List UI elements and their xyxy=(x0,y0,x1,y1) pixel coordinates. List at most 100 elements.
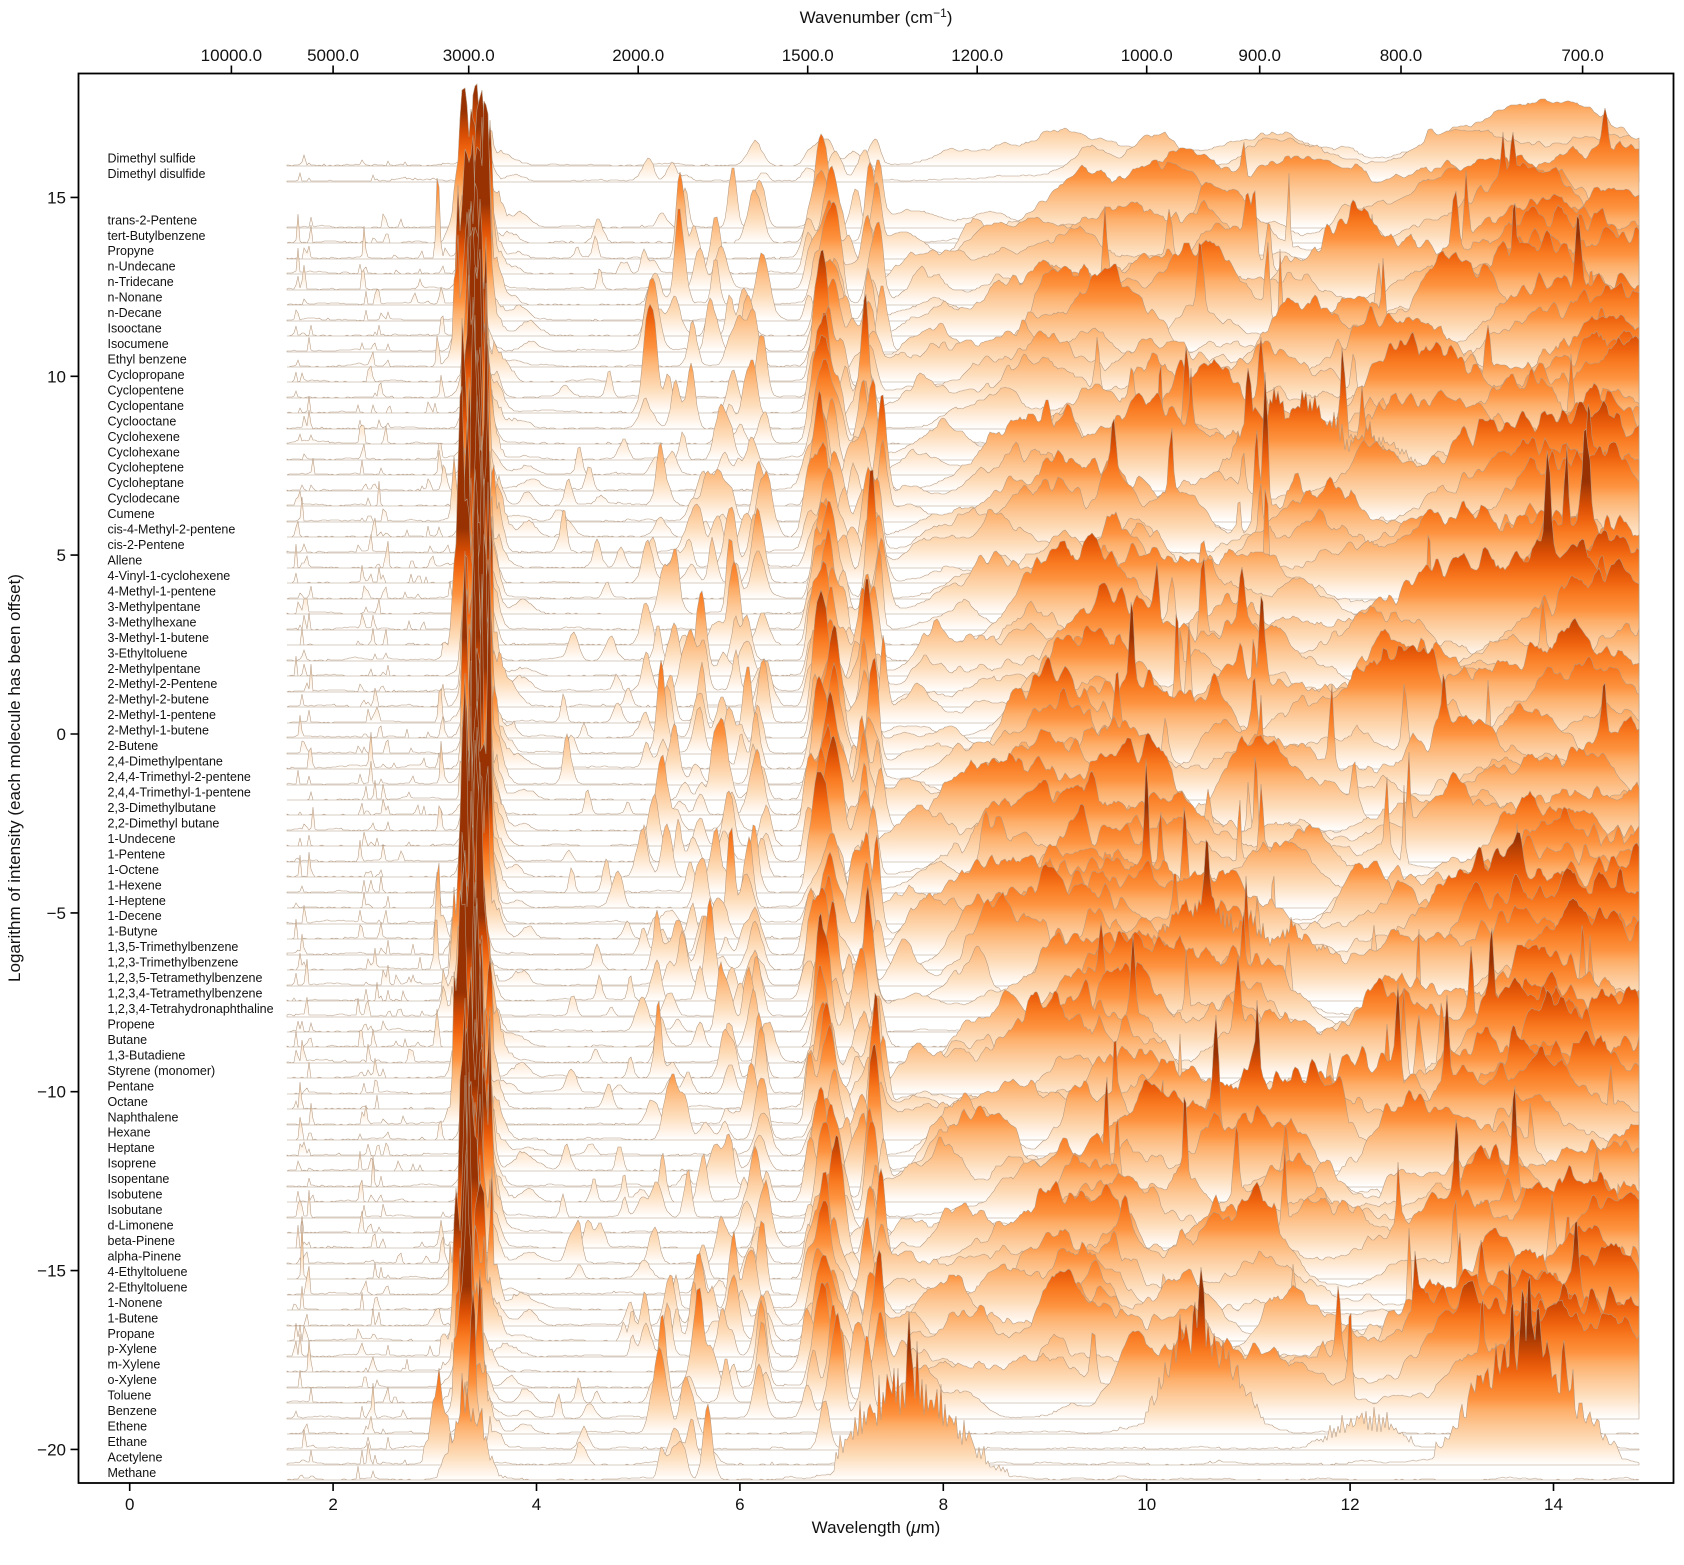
svg-text:−10: −10 xyxy=(37,1083,66,1102)
svg-text:15: 15 xyxy=(47,188,66,207)
svg-text:Cyclopentane: Cyclopentane xyxy=(108,399,184,413)
svg-text:2,3-Dimethylbutane: 2,3-Dimethylbutane xyxy=(108,801,216,815)
svg-text:Propane: Propane xyxy=(108,1327,155,1341)
svg-text:4-Vinyl-1-cyclohexene: 4-Vinyl-1-cyclohexene xyxy=(108,569,231,583)
svg-text:2-Butene: 2-Butene xyxy=(108,739,159,753)
svg-text:1-Butyne: 1-Butyne xyxy=(108,925,158,939)
svg-text:1,3,5-Trimethylbenzene: 1,3,5-Trimethylbenzene xyxy=(108,940,239,954)
svg-text:Benzene: Benzene xyxy=(108,1404,157,1418)
svg-text:2-Methylpentane: 2-Methylpentane xyxy=(108,662,201,676)
svg-text:cis-4-Methyl-2-pentene: cis-4-Methyl-2-pentene xyxy=(108,523,236,537)
svg-text:Naphthalene: Naphthalene xyxy=(108,1110,179,1124)
svg-text:beta-Pinene: beta-Pinene xyxy=(108,1234,175,1248)
svg-text:Styrene (monomer): Styrene (monomer) xyxy=(108,1064,216,1078)
svg-text:Cyclopropane: Cyclopropane xyxy=(108,368,185,382)
svg-text:Isooctane: Isooctane xyxy=(108,322,162,336)
svg-text:0: 0 xyxy=(125,1495,134,1514)
svg-text:−5: −5 xyxy=(47,904,66,923)
svg-text:Ethane: Ethane xyxy=(108,1435,148,1449)
svg-text:8: 8 xyxy=(939,1495,948,1514)
svg-text:Cumene: Cumene xyxy=(108,507,155,521)
svg-text:5000.0: 5000.0 xyxy=(307,46,359,65)
svg-text:2000.0: 2000.0 xyxy=(612,46,664,65)
svg-text:Cyclohexane: Cyclohexane xyxy=(108,445,180,459)
svg-text:5: 5 xyxy=(57,546,66,565)
svg-text:900.0: 900.0 xyxy=(1238,46,1281,65)
svg-text:1-Pentene: 1-Pentene xyxy=(108,847,166,861)
svg-text:Isocumene: Isocumene xyxy=(108,337,169,351)
svg-text:4-Methyl-1-pentene: 4-Methyl-1-pentene xyxy=(108,585,216,599)
svg-text:1000.0: 1000.0 xyxy=(1121,46,1173,65)
svg-text:10: 10 xyxy=(1137,1495,1156,1514)
svg-text:2-Ethyltoluene: 2-Ethyltoluene xyxy=(108,1280,188,1294)
svg-text:p-Xylene: p-Xylene xyxy=(108,1342,157,1356)
svg-text:1200.0: 1200.0 xyxy=(951,46,1003,65)
svg-text:alpha-Pinene: alpha-Pinene xyxy=(108,1250,182,1264)
svg-text:2,4-Dimethylpentane: 2,4-Dimethylpentane xyxy=(108,755,223,769)
svg-text:n-Decane: n-Decane xyxy=(108,306,162,320)
svg-text:Heptane: Heptane xyxy=(108,1141,155,1155)
svg-text:m-Xylene: m-Xylene xyxy=(108,1358,161,1372)
svg-text:Methane: Methane xyxy=(108,1466,157,1480)
svg-text:700.0: 700.0 xyxy=(1561,46,1604,65)
svg-text:2-Methyl-2-butene: 2-Methyl-2-butene xyxy=(108,693,209,707)
svg-text:1-Octene: 1-Octene xyxy=(108,863,159,877)
svg-text:3000.0: 3000.0 xyxy=(443,46,495,65)
svg-text:tert-Butylbenzene: tert-Butylbenzene xyxy=(108,229,206,243)
svg-text:Isobutene: Isobutene xyxy=(108,1188,163,1202)
svg-text:10000.0: 10000.0 xyxy=(201,46,262,65)
svg-text:12: 12 xyxy=(1341,1495,1360,1514)
svg-text:Wavenumber (cm−1): Wavenumber (cm−1) xyxy=(800,6,953,27)
svg-text:−15: −15 xyxy=(37,1262,66,1281)
svg-text:Toluene: Toluene xyxy=(108,1389,152,1403)
svg-text:0: 0 xyxy=(57,725,66,744)
svg-text:n-Nonane: n-Nonane xyxy=(108,291,163,305)
svg-text:1-Undecene: 1-Undecene xyxy=(108,832,176,846)
svg-text:o-Xylene: o-Xylene xyxy=(108,1373,157,1387)
svg-text:800.0: 800.0 xyxy=(1380,46,1423,65)
svg-text:1500.0: 1500.0 xyxy=(782,46,834,65)
svg-text:3-Ethyltoluene: 3-Ethyltoluene xyxy=(108,646,188,660)
svg-text:1,3-Butadiene: 1,3-Butadiene xyxy=(108,1048,186,1062)
svg-text:3-Methyl-1-butene: 3-Methyl-1-butene xyxy=(108,631,209,645)
svg-text:Logarithm of intensity (each m: Logarithm of intensity (each molecule ha… xyxy=(5,574,24,982)
svg-text:2,4,4-Trimethyl-1-pentene: 2,4,4-Trimethyl-1-pentene xyxy=(108,786,251,800)
svg-text:Pentane: Pentane xyxy=(108,1079,155,1093)
svg-text:n-Undecane: n-Undecane xyxy=(108,260,176,274)
svg-text:Isopentane: Isopentane xyxy=(108,1172,170,1186)
svg-text:d-Limonene: d-Limonene xyxy=(108,1219,174,1233)
svg-text:Allene: Allene xyxy=(108,554,143,568)
svg-text:Cyclodecane: Cyclodecane xyxy=(108,492,180,506)
svg-text:Cyclohexene: Cyclohexene xyxy=(108,430,180,444)
svg-text:Ethene: Ethene xyxy=(108,1420,148,1434)
svg-text:4: 4 xyxy=(532,1495,541,1514)
svg-text:Propyne: Propyne xyxy=(108,244,155,258)
svg-text:Acetylene: Acetylene xyxy=(108,1451,163,1465)
svg-text:Wavelength (μm): Wavelength (μm) xyxy=(812,1518,941,1537)
svg-text:3-Methylpentane: 3-Methylpentane xyxy=(108,600,201,614)
svg-text:Cycloheptane: Cycloheptane xyxy=(108,476,184,490)
svg-text:trans-2-Pentene: trans-2-Pentene xyxy=(108,213,198,227)
svg-text:1,2,3,5-Tetramethylbenzene: 1,2,3,5-Tetramethylbenzene xyxy=(108,971,263,985)
svg-text:2,2-Dimethyl butane: 2,2-Dimethyl butane xyxy=(108,816,220,830)
svg-text:6: 6 xyxy=(735,1495,744,1514)
svg-text:10: 10 xyxy=(47,367,66,386)
svg-text:1-Decene: 1-Decene xyxy=(108,909,162,923)
svg-text:1-Nonene: 1-Nonene xyxy=(108,1296,163,1310)
svg-text:1,2,3,4-Tetrahydronaphthaline: 1,2,3,4-Tetrahydronaphthaline xyxy=(108,1002,274,1016)
svg-text:Isoprene: Isoprene xyxy=(108,1157,157,1171)
svg-text:Isobutane: Isobutane xyxy=(108,1203,163,1217)
svg-text:1,2,3,4-Tetramethylbenzene: 1,2,3,4-Tetramethylbenzene xyxy=(108,987,263,1001)
svg-text:Cyclooctane: Cyclooctane xyxy=(108,414,177,428)
svg-text:Dimethyl sulfide: Dimethyl sulfide xyxy=(108,152,196,166)
svg-text:1-Heptene: 1-Heptene xyxy=(108,894,166,908)
svg-text:3-Methylhexane: 3-Methylhexane xyxy=(108,615,197,629)
svg-text:Butane: Butane xyxy=(108,1033,148,1047)
svg-text:2-Methyl-1-pentene: 2-Methyl-1-pentene xyxy=(108,708,216,722)
svg-text:2,4,4-Trimethyl-2-pentene: 2,4,4-Trimethyl-2-pentene xyxy=(108,770,251,784)
svg-text:cis-2-Pentene: cis-2-Pentene xyxy=(108,538,185,552)
svg-text:Propene: Propene xyxy=(108,1018,155,1032)
svg-text:1,2,3-Trimethylbenzene: 1,2,3-Trimethylbenzene xyxy=(108,956,239,970)
svg-text:n-Tridecane: n-Tridecane xyxy=(108,275,174,289)
svg-text:Octane: Octane xyxy=(108,1095,148,1109)
